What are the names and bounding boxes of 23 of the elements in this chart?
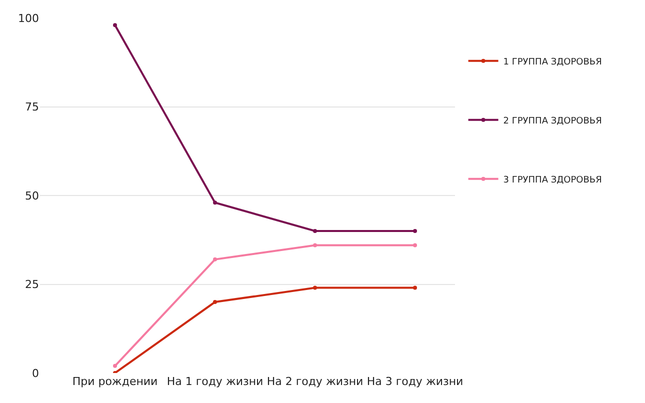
- x-tick-label: На 1 году жизни: [166, 375, 264, 388]
- y-tick-label: 50: [25, 189, 39, 202]
- point: [413, 229, 417, 233]
- x-tick-label: На 3 году жизни: [366, 375, 464, 388]
- point: [213, 257, 217, 262]
- legend-label: 2 ГРУППА ЗДОРОВЬЯ: [503, 116, 602, 126]
- y-tick-label: 75: [25, 100, 39, 114]
- x-tick-label: На 2 году жизни: [266, 375, 364, 388]
- point: [213, 300, 217, 304]
- point: [413, 243, 417, 248]
- point: [113, 23, 117, 28]
- legend-label: 1 ГРУППА ЗДОРОВЬЯ: [503, 57, 602, 68]
- y-tick-label: 100: [18, 12, 39, 25]
- y-tick-label: 25: [25, 278, 39, 292]
- point: [113, 364, 117, 368]
- y-tick-label: 0: [32, 366, 39, 380]
- x-tick-label: При рождении: [72, 375, 158, 388]
- point: [313, 243, 317, 248]
- point: [413, 286, 417, 290]
- point: [313, 229, 317, 233]
- legend-label: 3 ГРУППА ЗДОРОВЬЯ: [503, 175, 602, 186]
- point: [213, 200, 217, 205]
- point: [313, 286, 317, 290]
